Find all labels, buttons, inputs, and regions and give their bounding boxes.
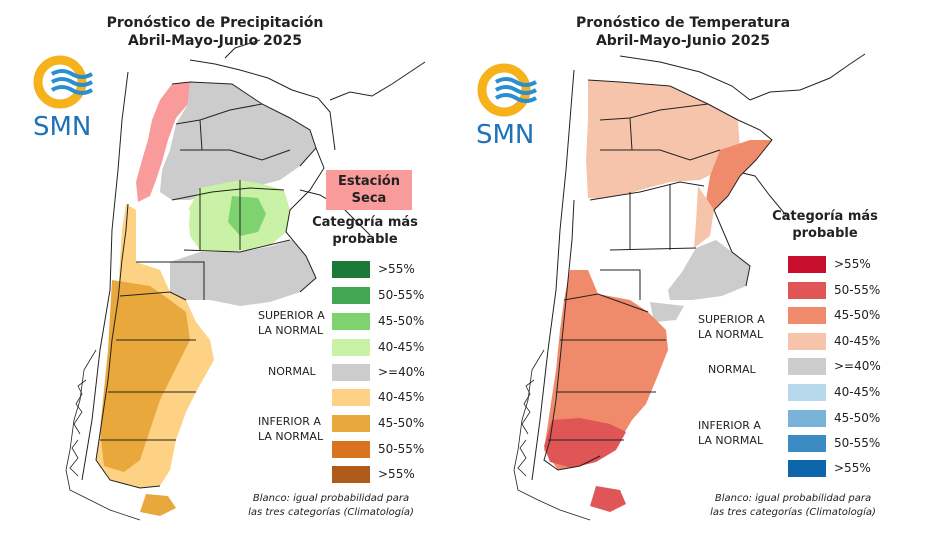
province-borders <box>543 79 773 471</box>
temperature-group-superior: SUPERIOR A LA NORMAL <box>698 312 765 342</box>
precipitation-legend-title-line1: Categoría más <box>312 215 418 230</box>
below-normal-45-50-region <box>100 280 190 472</box>
temperature-legend-label: 40-45% <box>834 334 881 348</box>
temperature-legend-swatch <box>788 307 826 324</box>
temperature-legend-label: >55% <box>834 461 871 475</box>
temperature-group-inferior: INFERIOR A LA NORMAL <box>698 418 763 448</box>
temperature-legend-label: >=40% <box>834 359 881 373</box>
temperature-map <box>513 53 866 521</box>
chile-coastline <box>65 349 141 521</box>
precipitation-group-normal: NORMAL <box>268 365 316 378</box>
precipitation-title-line1: Pronóstico de Precipitación <box>106 15 324 31</box>
precipitation-map <box>65 39 426 521</box>
precipitation-legend-swatch <box>332 313 370 330</box>
precipitation-group-superior: SUPERIOR A LA NORMAL <box>258 308 325 338</box>
smn-logo-text: SMN <box>476 120 535 150</box>
precipitation-title: Pronóstico de Precipitación Abril-Mayo-J… <box>0 14 440 50</box>
temperature-footnote-line2: las tres categorías (Climatología) <box>710 507 876 518</box>
temperature-title: Pronóstico de Temperatura Abril-Mayo-Jun… <box>458 14 908 50</box>
temperature-footnote-line1: Blanco: igual probabilidad para <box>714 493 872 504</box>
temperature-legend-label: 50-55% <box>834 283 881 297</box>
temperature-panel: Pronóstico de Temperatura Abril-Mayo-Jun… <box>470 0 940 536</box>
temperature-group-superior-line2: LA NORMAL <box>698 328 764 341</box>
climatology-region <box>136 204 190 270</box>
precipitation-legend-swatch <box>332 389 370 406</box>
above-normal-45-50-ne-region <box>706 140 772 210</box>
normal-central-region <box>170 240 316 306</box>
precipitation-group-inferior: INFERIOR A LA NORMAL <box>258 414 323 444</box>
temperature-legend-label: 40-45% <box>834 385 881 399</box>
precipitation-legend-label: 45-50% <box>378 416 425 430</box>
precipitation-legend-label: >55% <box>378 262 415 276</box>
precipitation-legend-swatch <box>332 287 370 304</box>
precipitation-legend-label: 45-50% <box>378 314 425 328</box>
temperature-title-line2: Abril-Mayo-Junio 2025 <box>595 33 771 49</box>
precipitation-legend-swatch <box>332 466 370 483</box>
precipitation-panel: Pronóstico de Precipitación Abril-Mayo-J… <box>0 14 440 521</box>
dry-season-badge-line2: Seca <box>351 191 387 206</box>
temperature-footnote: Blanco: igual probabilidad para las tres… <box>690 492 896 520</box>
normal-central-region <box>668 240 750 300</box>
tierra-del-fuego-region <box>590 486 626 512</box>
precipitation-legend-label: 40-45% <box>378 340 425 354</box>
above-normal-50-55-region <box>544 418 626 468</box>
province-borders <box>95 81 325 489</box>
precipitation-footnote-line2: las tres categorías (Climatología) <box>248 507 414 518</box>
precipitation-legend-swatch <box>332 261 370 278</box>
temperature-legend-swatch <box>788 460 826 477</box>
precipitation-legend-swatch <box>332 441 370 458</box>
precipitation-legend-label: 50-55% <box>378 288 425 302</box>
smn-logo-text: SMN <box>33 112 92 142</box>
precipitation-legend-label: 50-55% <box>378 442 425 456</box>
temperature-legend-title: Categoría más probable <box>760 208 890 242</box>
precipitation-group-superior-line1: SUPERIOR A <box>258 309 325 322</box>
temperature-legend-label: >55% <box>834 257 871 271</box>
temperature-legend-swatch <box>788 333 826 350</box>
temperature-legend-label: 45-50% <box>834 308 881 322</box>
temperature-group-inferior-line2: LA NORMAL <box>698 434 764 447</box>
precipitation-legend-title: Categoría más probable <box>300 214 430 248</box>
chile-coastline <box>513 349 591 521</box>
precipitation-legend-swatch <box>332 415 370 432</box>
precipitation-group-inferior-line2: LA NORMAL <box>258 430 324 443</box>
temperature-legend-swatch <box>788 410 826 427</box>
dry-season-region <box>136 82 190 202</box>
temperature-legend-label: 45-50% <box>834 411 881 425</box>
temperature-legend-label: 50-55% <box>834 436 881 450</box>
precipitation-legend-label: 40-45% <box>378 390 425 404</box>
above-normal-45-50-region <box>228 196 266 236</box>
dry-season-badge: Estación Seca <box>326 170 412 210</box>
above-normal-40-45-central-region <box>694 186 714 248</box>
neighbor-borders <box>81 39 426 481</box>
temperature-legend-swatch <box>788 282 826 299</box>
temperature-group-normal: NORMAL <box>708 363 756 376</box>
precipitation-legend-swatch <box>332 339 370 356</box>
precipitation-footnote-line1: Blanco: igual probabilidad para <box>252 493 410 504</box>
precipitation-title-line2: Abril-Mayo-Junio 2025 <box>127 33 303 49</box>
precipitation-legend-label: >=40% <box>378 365 425 379</box>
precipitation-legend-swatch <box>332 364 370 381</box>
smn-logo-icon <box>33 55 94 109</box>
temperature-title-line1: Pronóstico de Temperatura <box>575 15 791 31</box>
smn-logo-icon <box>477 63 538 117</box>
temperature-legend-swatch <box>788 256 826 273</box>
above-normal-40-45-north-region <box>586 80 740 200</box>
temperature-legend-swatch <box>788 384 826 401</box>
precipitation-group-superior-line2: LA NORMAL <box>258 324 324 337</box>
temperature-legend-swatch <box>788 358 826 375</box>
temperature-legend-swatch <box>788 435 826 452</box>
normal-strip-region <box>650 302 684 322</box>
temperature-group-inferior-line1: INFERIOR A <box>698 419 761 432</box>
precipitation-legend-title-line2: probable <box>332 232 398 247</box>
temperature-legend-title-line2: probable <box>792 226 858 241</box>
tierra-del-fuego-region <box>140 494 176 516</box>
temperature-group-superior-line1: SUPERIOR A <box>698 313 765 326</box>
precipitation-group-inferior-line1: INFERIOR A <box>258 415 321 428</box>
precipitation-footnote: Blanco: igual probabilidad para las tres… <box>228 492 434 520</box>
dry-season-badge-line1: Estación <box>338 174 400 189</box>
precipitation-legend-label: >55% <box>378 467 415 481</box>
temperature-legend-title-line1: Categoría más <box>772 209 878 224</box>
